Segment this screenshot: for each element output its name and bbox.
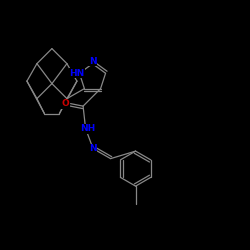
Text: O: O <box>62 99 70 108</box>
Text: NH: NH <box>80 124 96 133</box>
Text: N: N <box>89 144 97 153</box>
Text: N: N <box>89 57 96 66</box>
Text: HN: HN <box>69 69 84 78</box>
